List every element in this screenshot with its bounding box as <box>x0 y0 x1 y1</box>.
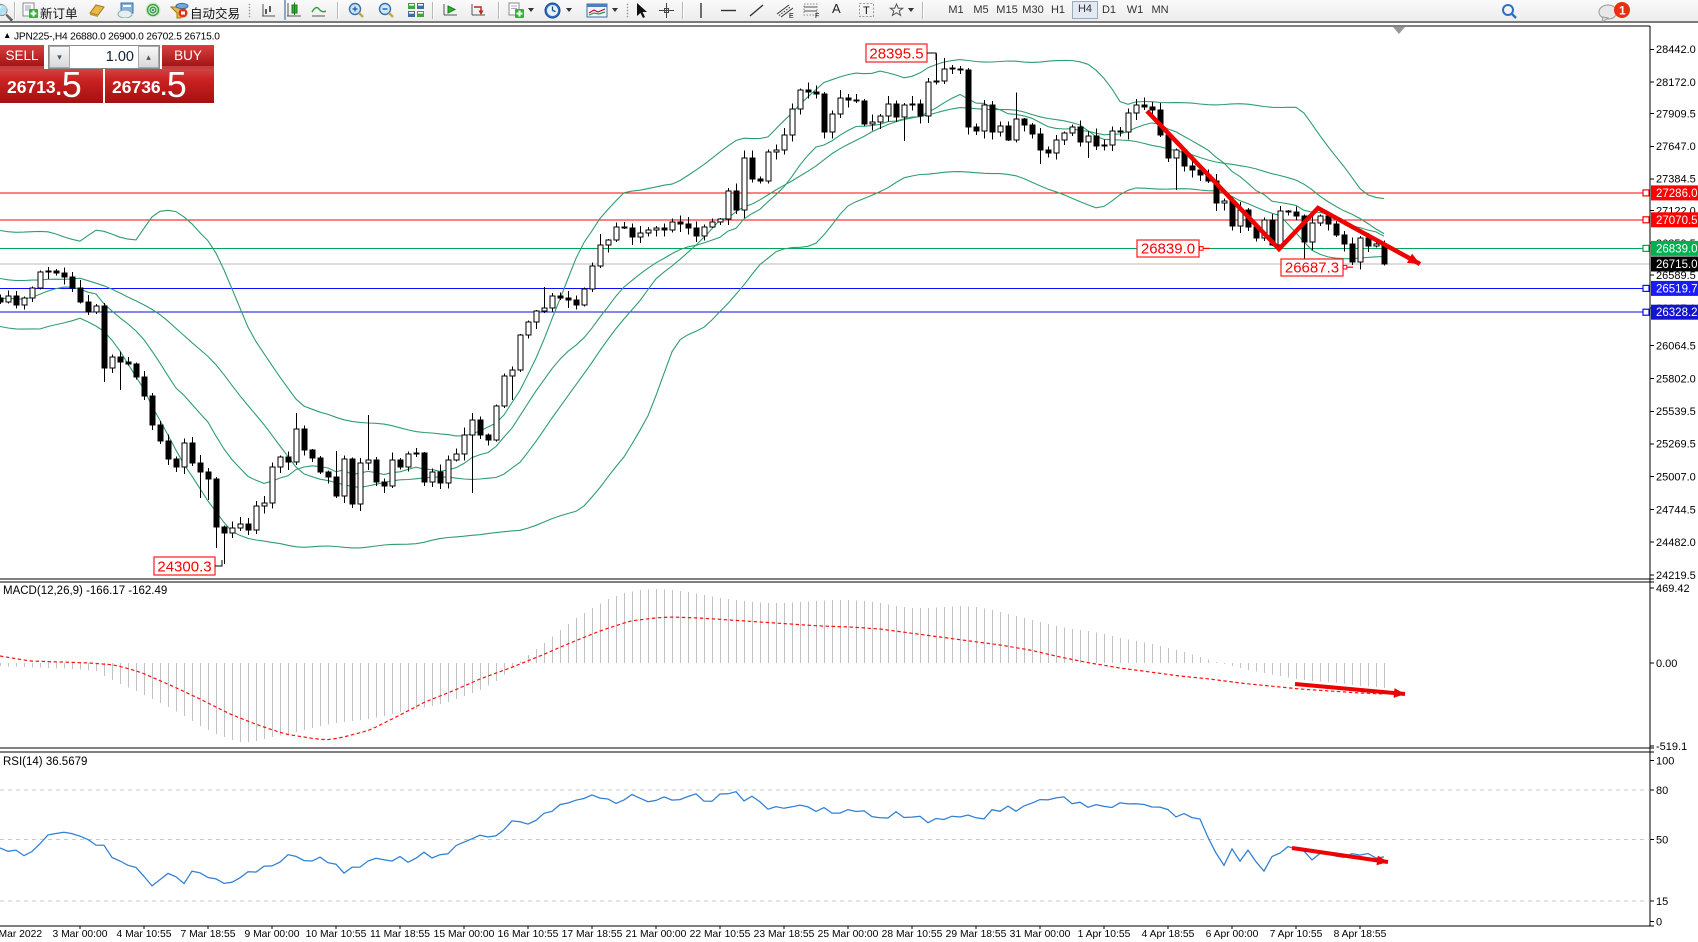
svg-text:27647.0: 27647.0 <box>1656 141 1696 153</box>
svg-text:E: E <box>789 13 794 19</box>
svg-text:80: 80 <box>1656 785 1668 797</box>
svg-text:9 Mar 00:00: 9 Mar 00:00 <box>245 929 300 940</box>
svg-text:15 Mar 00:00: 15 Mar 00:00 <box>434 929 495 940</box>
svg-text:31 Mar 00:00: 31 Mar 00:00 <box>1010 929 1071 940</box>
svg-text:1: 1 <box>1619 4 1626 18</box>
svg-text:25007.0: 25007.0 <box>1656 472 1696 484</box>
svg-text:50: 50 <box>1656 834 1668 846</box>
svg-text:0.00: 0.00 <box>1656 658 1677 670</box>
svg-text:10 Mar 10:55: 10 Mar 10:55 <box>306 929 367 940</box>
svg-text:26519.7: 26519.7 <box>1656 283 1698 295</box>
svg-text:26839.0: 26839.0 <box>1656 243 1698 255</box>
svg-text:24300.3: 24300.3 <box>157 558 211 575</box>
svg-text:28442.0: 28442.0 <box>1656 44 1696 56</box>
svg-text:24219.5: 24219.5 <box>1656 570 1696 582</box>
svg-text:25269.5: 25269.5 <box>1656 439 1696 451</box>
svg-text:27070.5: 27070.5 <box>1656 215 1698 227</box>
svg-text:100: 100 <box>1656 755 1674 767</box>
svg-text:0: 0 <box>1656 916 1662 928</box>
svg-text:RSI(14) 36.5679: RSI(14) 36.5679 <box>3 756 87 768</box>
svg-text:29 Mar 18:55: 29 Mar 18:55 <box>946 929 1007 940</box>
svg-text:28172.0: 28172.0 <box>1656 77 1696 89</box>
svg-text:26715.0: 26715.0 <box>1656 259 1698 271</box>
svg-text:23 Mar 18:55: 23 Mar 18:55 <box>754 929 815 940</box>
svg-text:JPN225-,H4 26880.0 26900.0 26: JPN225-,H4 26880.0 26900.0 26702.5 26715… <box>14 32 220 43</box>
svg-text:4 Apr 18:55: 4 Apr 18:55 <box>1142 929 1195 940</box>
svg-text:25802.0: 25802.0 <box>1656 374 1696 386</box>
svg-text:7 Apr 10:55: 7 Apr 10:55 <box>1270 929 1323 940</box>
svg-text:22 Mar 10:55: 22 Mar 10:55 <box>690 929 751 940</box>
svg-text:26687.3: 26687.3 <box>1285 260 1339 277</box>
svg-text:2 Mar 2022: 2 Mar 2022 <box>0 929 42 940</box>
svg-text:26328.2: 26328.2 <box>1656 307 1698 319</box>
svg-text:28395.5: 28395.5 <box>869 45 923 62</box>
svg-text:1 Apr 10:55: 1 Apr 10:55 <box>1078 929 1131 940</box>
svg-text:27909.5: 27909.5 <box>1656 108 1696 120</box>
svg-text:T: T <box>863 5 870 17</box>
svg-text:26064.5: 26064.5 <box>1656 340 1696 352</box>
svg-text:26839.0: 26839.0 <box>1141 241 1195 258</box>
svg-text:▲: ▲ <box>3 30 11 40</box>
svg-text:469.42: 469.42 <box>1656 583 1690 595</box>
svg-text:28 Mar 10:55: 28 Mar 10:55 <box>882 929 943 940</box>
svg-text:8 Apr 18:55: 8 Apr 18:55 <box>1334 929 1387 940</box>
svg-text:26589.5: 26589.5 <box>1656 270 1696 282</box>
svg-text:6 Apr 00:00: 6 Apr 00:00 <box>1206 929 1259 940</box>
svg-text:24744.5: 24744.5 <box>1656 504 1696 516</box>
svg-text:27286.0: 27286.0 <box>1656 188 1698 200</box>
svg-text:27384.5: 27384.5 <box>1656 174 1696 186</box>
svg-text:11 Mar 18:55: 11 Mar 18:55 <box>370 929 430 940</box>
svg-text:MACD(12,26,9) -166.17 -162.49: MACD(12,26,9) -166.17 -162.49 <box>3 585 167 597</box>
svg-text:21 Mar 00:00: 21 Mar 00:00 <box>626 929 687 940</box>
svg-text:7 Mar 18:55: 7 Mar 18:55 <box>181 929 236 940</box>
svg-text:3 Mar 00:00: 3 Mar 00:00 <box>53 929 108 940</box>
svg-text:15: 15 <box>1656 896 1668 908</box>
svg-text:24482.0: 24482.0 <box>1656 537 1696 549</box>
svg-text:4 Mar 10:55: 4 Mar 10:55 <box>117 929 172 940</box>
svg-text:25539.5: 25539.5 <box>1656 406 1696 418</box>
svg-text:16 Mar 10:55: 16 Mar 10:55 <box>498 929 559 940</box>
svg-text:17 Mar 18:55: 17 Mar 18:55 <box>562 929 623 940</box>
svg-text:-519.1: -519.1 <box>1656 741 1687 753</box>
svg-text:F: F <box>815 13 819 19</box>
svg-text:25 Mar 00:00: 25 Mar 00:00 <box>818 929 879 940</box>
